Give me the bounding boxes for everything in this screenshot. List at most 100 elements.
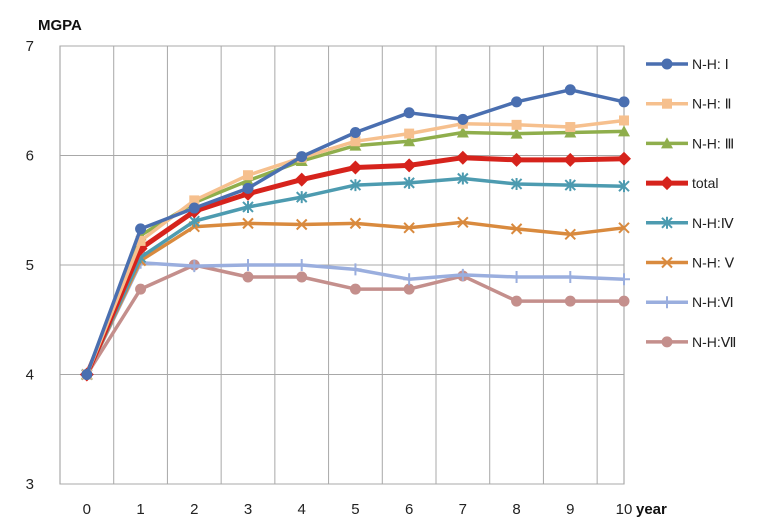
legend-marker: [661, 296, 673, 309]
data-point: [349, 217, 362, 230]
data-point: [511, 96, 523, 108]
data-point: [564, 84, 576, 96]
data-point: [296, 151, 308, 163]
data-point: [135, 235, 146, 246]
legend-marker: [660, 176, 674, 191]
legend-label: N-H: Ⅴ: [692, 255, 735, 271]
legend-entry: N-H: Ⅴ: [646, 255, 735, 271]
data-point: [618, 96, 630, 108]
data-point: [455, 150, 470, 165]
legend-label: N-H:Ⅵ: [692, 294, 734, 310]
data-point: [617, 151, 631, 166]
data-point: [618, 222, 630, 234]
data-point: [457, 216, 469, 229]
series-1: [81, 84, 630, 380]
legend-entry: N-H: Ⅰ: [646, 56, 729, 72]
x-tick-label: 6: [405, 501, 413, 518]
legend-entry: N-H:Ⅳ: [646, 215, 734, 231]
x-tick-label: 0: [83, 501, 91, 518]
y-tick-label: 7: [26, 38, 34, 55]
y-axis-title: MGPA: [38, 17, 82, 34]
y-tick-label: 5: [26, 257, 34, 274]
data-point: [402, 158, 417, 173]
data-point: [242, 217, 254, 230]
data-point: [348, 160, 363, 175]
x-tick-label: 5: [351, 501, 359, 518]
data-point: [242, 271, 254, 283]
data-point: [456, 126, 469, 138]
series-7: [80, 256, 630, 381]
x-tick-label: 9: [566, 501, 574, 518]
legend-entry: N-H: Ⅲ: [646, 135, 734, 151]
legend-label: N-H: Ⅰ: [692, 56, 729, 72]
data-point: [296, 271, 308, 283]
data-point: [564, 271, 577, 284]
series-layer: [79, 84, 631, 382]
x-tick-label: 7: [459, 501, 467, 518]
legend-label: N-H: Ⅱ: [692, 96, 732, 112]
data-point: [243, 170, 253, 181]
data-point: [81, 369, 93, 380]
data-point: [564, 228, 576, 241]
data-point: [349, 283, 361, 295]
y-tick-label: 4: [26, 367, 34, 384]
data-point: [563, 152, 578, 167]
x-tick-label: 4: [298, 501, 306, 518]
data-point: [403, 283, 415, 295]
legend-label: N-H:Ⅶ: [692, 334, 736, 350]
data-point: [403, 222, 415, 234]
x-tick-label: 3: [244, 501, 252, 518]
x-axis-title: year: [636, 501, 667, 518]
data-point: [511, 119, 522, 130]
data-point: [564, 295, 576, 307]
data-point: [456, 268, 469, 281]
data-point: [242, 182, 254, 194]
data-point: [188, 260, 201, 273]
data-point: [295, 259, 308, 271]
data-point: [189, 195, 200, 206]
data-point: [242, 259, 254, 271]
data-point: [564, 179, 576, 192]
data-point: [510, 271, 523, 284]
legend: N-H: Ⅰ N-H: Ⅱ N-H: Ⅲ total N-H:Ⅳ N-H: Ⅴ N-H:Ⅵ N…: [646, 56, 736, 350]
data-point: [618, 180, 630, 193]
data-point: [404, 128, 415, 139]
x-tick-label: 8: [512, 501, 520, 518]
data-point: [403, 273, 416, 286]
legend-marker: [661, 216, 673, 229]
data-point: [296, 191, 308, 204]
legend-marker: [661, 58, 673, 70]
data-point: [135, 223, 147, 235]
legend-entry: N-H:Ⅵ: [646, 294, 734, 310]
data-point: [349, 179, 362, 192]
legend-entry: total: [646, 175, 718, 191]
data-point: [242, 200, 254, 213]
data-point: [510, 177, 523, 190]
y-tick-label: 3: [26, 476, 34, 493]
data-point: [403, 135, 416, 147]
data-point: [350, 136, 361, 147]
x-tick-label: 10: [616, 501, 633, 518]
x-tick-label: 2: [190, 501, 198, 518]
axes: 3 4 5 6 7 0 1 2 3 4 5 6 7 8 9 10: [26, 38, 633, 518]
data-point: [619, 115, 629, 126]
data-point: [296, 218, 308, 231]
legend-marker: [661, 336, 673, 348]
data-point: [565, 122, 576, 133]
data-point: [510, 127, 523, 139]
grid: [59, 45, 625, 485]
series-4: [79, 150, 631, 382]
legend-marker: [662, 98, 672, 109]
data-point: [403, 176, 415, 189]
data-point: [618, 295, 630, 307]
legend-label: N-H: Ⅲ: [692, 135, 734, 151]
data-point: [135, 283, 147, 295]
legend-entry: N-H:Ⅶ: [646, 334, 736, 350]
data-point: [511, 295, 523, 307]
legend-label: N-H:Ⅳ: [692, 215, 734, 231]
data-point: [509, 152, 524, 167]
data-point: [294, 172, 309, 187]
data-point: [349, 263, 362, 276]
